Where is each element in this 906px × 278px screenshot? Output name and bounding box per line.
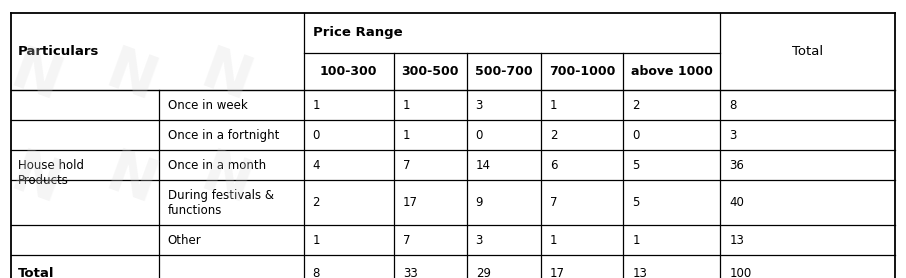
Text: 36: 36 <box>729 159 744 172</box>
Text: 0: 0 <box>632 129 640 142</box>
Text: above 1000: above 1000 <box>631 65 713 78</box>
Text: N: N <box>194 146 259 216</box>
Text: 33: 33 <box>403 267 418 278</box>
Text: 13: 13 <box>729 234 744 247</box>
Text: Total: Total <box>792 45 824 58</box>
Text: 2: 2 <box>632 99 640 112</box>
Text: N: N <box>4 146 69 216</box>
Text: N: N <box>4 43 69 113</box>
Text: 40: 40 <box>729 197 744 209</box>
Text: Other: Other <box>168 234 201 247</box>
Text: 300-500: 300-500 <box>401 65 459 78</box>
Text: 2: 2 <box>313 197 320 209</box>
Text: 5: 5 <box>632 159 640 172</box>
Text: 100-300: 100-300 <box>320 65 378 78</box>
Text: 9: 9 <box>476 197 483 209</box>
Text: 7: 7 <box>403 234 410 247</box>
Text: Price Range: Price Range <box>313 26 402 39</box>
Text: Once in a month: Once in a month <box>168 159 265 172</box>
Text: 7: 7 <box>403 159 410 172</box>
Text: 14: 14 <box>476 159 491 172</box>
Text: During festivals &
functions: During festivals & functions <box>168 189 274 217</box>
Text: 8: 8 <box>313 267 320 278</box>
Text: 1: 1 <box>313 99 320 112</box>
Text: 3: 3 <box>729 129 737 142</box>
Text: 3: 3 <box>476 99 483 112</box>
Text: 5: 5 <box>632 197 640 209</box>
Text: 2: 2 <box>550 129 557 142</box>
Text: 3: 3 <box>476 234 483 247</box>
Text: 1: 1 <box>632 234 640 247</box>
Text: Once in a fortnight: Once in a fortnight <box>168 129 279 142</box>
Text: Once in week: Once in week <box>168 99 247 112</box>
Text: 1: 1 <box>313 234 320 247</box>
Text: 0: 0 <box>476 129 483 142</box>
Text: Total: Total <box>18 267 54 278</box>
Text: 17: 17 <box>550 267 565 278</box>
Text: 13: 13 <box>632 267 647 278</box>
Text: 1: 1 <box>403 129 410 142</box>
Text: 700-1000: 700-1000 <box>549 65 615 78</box>
Text: N: N <box>194 43 259 113</box>
Text: 1: 1 <box>550 99 557 112</box>
Text: 1: 1 <box>403 99 410 112</box>
Text: 17: 17 <box>403 197 419 209</box>
Text: 6: 6 <box>550 159 557 172</box>
Text: House hold
Products: House hold Products <box>18 159 84 187</box>
Text: 7: 7 <box>550 197 557 209</box>
Text: 100: 100 <box>729 267 752 278</box>
Text: Particulars: Particulars <box>18 45 100 58</box>
Text: N: N <box>99 146 164 216</box>
Text: 4: 4 <box>313 159 320 172</box>
Text: 29: 29 <box>476 267 491 278</box>
Text: 1: 1 <box>550 234 557 247</box>
Text: 500-700: 500-700 <box>475 65 533 78</box>
Text: 8: 8 <box>729 99 737 112</box>
Text: 0: 0 <box>313 129 320 142</box>
Text: N: N <box>99 43 164 113</box>
